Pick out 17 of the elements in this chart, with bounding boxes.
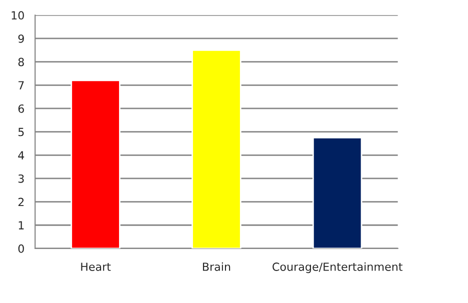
y-tick-label: 8 [18, 58, 24, 66]
y-tick-label: 6 [18, 104, 24, 113]
y-tick-label: 3 [18, 174, 24, 183]
bar [70, 80, 120, 248]
x-tick-label: Brain [202, 262, 230, 271]
y-tick-label: 5 [18, 128, 24, 136]
y-tick-label: 9 [18, 34, 24, 43]
bar [312, 136, 362, 248]
y-tick-label: 2 [18, 198, 24, 206]
y-tick-label: 4 [18, 151, 24, 160]
y-tick-label: 7 [18, 81, 24, 90]
y-tick-label: 10 [12, 11, 24, 20]
y-tick-label: 0 [18, 244, 24, 253]
x-tick-label: Courage/Entertainment [272, 262, 402, 274]
y-tick-label: 1 [18, 221, 24, 230]
x-tick-label: Heart [81, 262, 111, 271]
bar [192, 49, 242, 248]
